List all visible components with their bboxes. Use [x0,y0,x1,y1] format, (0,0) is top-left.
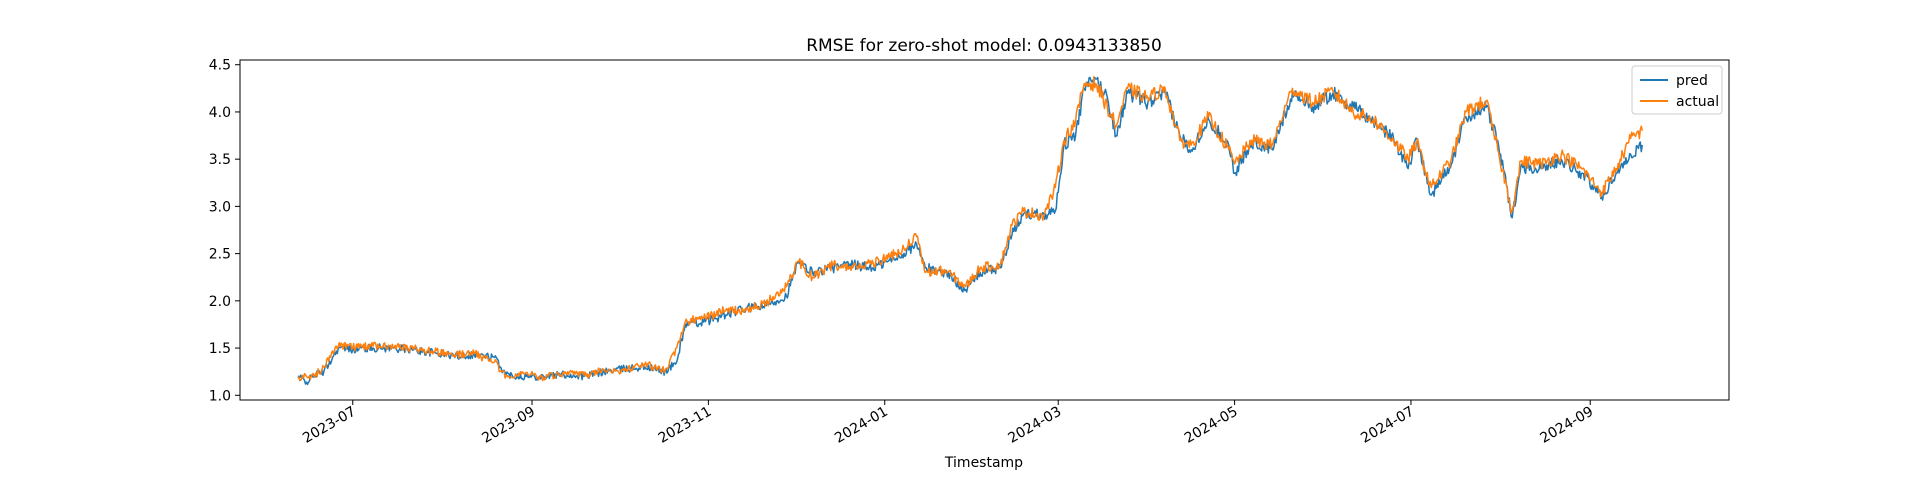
x-axis: 2023-07 2023-09 2023-11 2024-01 2024-03 2024-… [300,400,1596,447]
series-line-actual [298,77,1643,381]
series-pred [298,78,1643,385]
y-tick-label: 1.0 [209,388,231,404]
x-tick-label: 2023-11 [656,404,715,447]
y-axis: 1.0 1.5 2.0 2.5 3.0 3.5 4.0 4.5 [209,58,240,405]
x-axis-label: Timestamp [944,455,1023,471]
series-layer [298,77,1643,385]
x-tick-label: 2024-01 [832,404,891,447]
plot-frame [240,60,1729,400]
y-tick-label: 3.0 [209,199,231,215]
legend-label-actual: actual [1676,94,1719,110]
x-tick-label: 2024-05 [1182,404,1241,447]
y-tick-label: 2.5 [209,247,231,263]
y-tick-label: 3.5 [209,152,231,168]
y-tick-label: 2.0 [209,294,231,310]
x-tick-label: 2023-09 [479,404,538,447]
x-tick-label: 2023-07 [300,404,359,447]
y-tick-label: 4.0 [209,105,231,121]
chart-title: RMSE for zero-shot model: 0.0943133850 [806,36,1162,56]
series-line-pred [298,78,1643,385]
y-tick-label: 1.5 [209,341,231,357]
legend: pred actual [1632,66,1722,114]
x-tick-label: 2024-09 [1538,404,1597,447]
x-tick-label: 2024-07 [1358,404,1417,447]
legend-label-pred: pred [1676,73,1708,89]
series-actual [298,77,1643,381]
x-tick-label: 2024-03 [1006,404,1065,447]
y-tick-label: 4.5 [209,58,231,74]
